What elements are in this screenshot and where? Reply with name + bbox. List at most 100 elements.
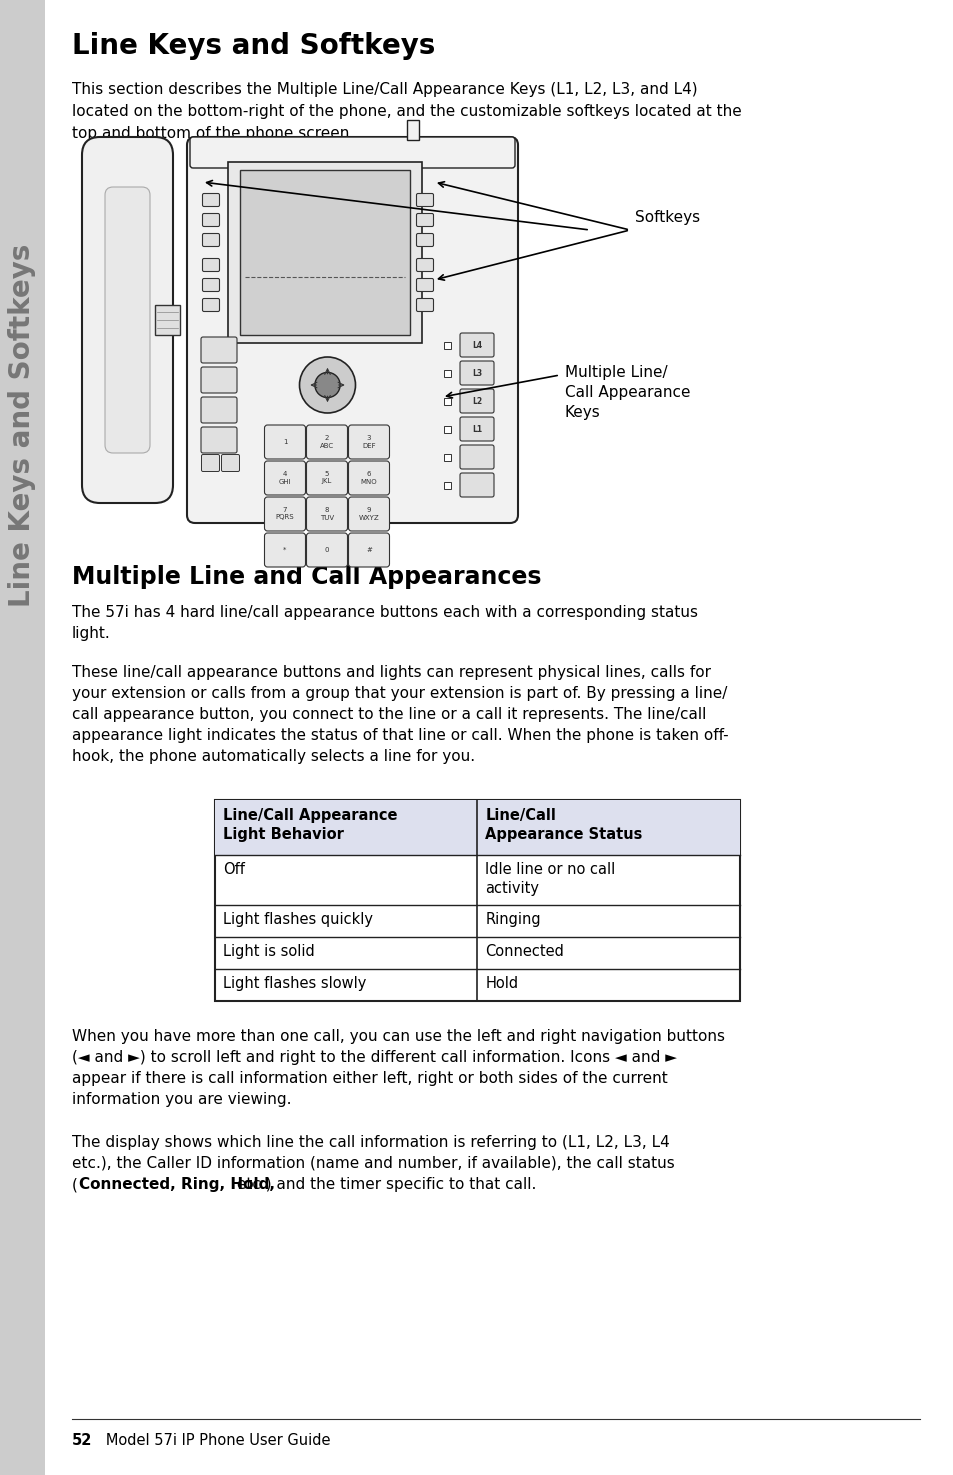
Bar bbox=[443, 482, 451, 490]
Text: (◄ and ►) to scroll left and right to the different call information. Icons ◄ an: (◄ and ►) to scroll left and right to th… bbox=[71, 1050, 677, 1065]
Text: Line/Call Appearance
Light Behavior: Line/Call Appearance Light Behavior bbox=[223, 808, 397, 842]
Circle shape bbox=[299, 357, 355, 413]
FancyBboxPatch shape bbox=[416, 279, 433, 292]
FancyBboxPatch shape bbox=[202, 214, 219, 227]
FancyBboxPatch shape bbox=[416, 233, 433, 246]
Text: Ringing: Ringing bbox=[485, 912, 540, 926]
Text: your extension or calls from a group that your extension is part of. By pressing: your extension or calls from a group tha… bbox=[71, 686, 726, 701]
FancyBboxPatch shape bbox=[187, 137, 517, 524]
Bar bbox=[443, 398, 451, 406]
Bar bbox=[443, 426, 451, 434]
Bar bbox=[228, 162, 421, 344]
Text: Line/Call
Appearance Status: Line/Call Appearance Status bbox=[485, 808, 642, 842]
Bar bbox=[154, 305, 180, 335]
Text: light.: light. bbox=[71, 625, 111, 642]
Text: Off: Off bbox=[223, 861, 245, 878]
Text: 4
GHI: 4 GHI bbox=[278, 472, 291, 484]
FancyBboxPatch shape bbox=[201, 426, 236, 453]
Text: 5
JKL: 5 JKL bbox=[321, 472, 332, 484]
FancyBboxPatch shape bbox=[306, 532, 347, 566]
FancyBboxPatch shape bbox=[264, 532, 305, 566]
Text: When you have more than one call, you can use the left and right navigation butt: When you have more than one call, you ca… bbox=[71, 1030, 724, 1044]
FancyBboxPatch shape bbox=[348, 462, 389, 496]
Text: Idle line or no call
activity: Idle line or no call activity bbox=[485, 861, 615, 895]
FancyBboxPatch shape bbox=[264, 497, 305, 531]
Text: Light flashes quickly: Light flashes quickly bbox=[223, 912, 373, 926]
FancyBboxPatch shape bbox=[202, 233, 219, 246]
FancyBboxPatch shape bbox=[348, 425, 389, 459]
Text: (: ( bbox=[71, 1177, 78, 1192]
FancyBboxPatch shape bbox=[416, 298, 433, 311]
Text: The 57i has 4 hard line/call appearance buttons each with a corresponding status: The 57i has 4 hard line/call appearance … bbox=[71, 605, 698, 620]
FancyBboxPatch shape bbox=[459, 445, 494, 469]
Text: These line/call appearance buttons and lights can represent physical lines, call: These line/call appearance buttons and l… bbox=[71, 665, 710, 680]
Bar bbox=[214, 799, 740, 1002]
Text: 3
DEF: 3 DEF bbox=[362, 435, 375, 448]
Text: Connected, Ring, Hold,: Connected, Ring, Hold, bbox=[79, 1177, 274, 1192]
FancyBboxPatch shape bbox=[416, 193, 433, 206]
FancyBboxPatch shape bbox=[459, 333, 494, 357]
Text: Light flashes slowly: Light flashes slowly bbox=[223, 976, 366, 991]
FancyBboxPatch shape bbox=[202, 298, 219, 311]
Text: L4: L4 bbox=[472, 341, 481, 350]
Text: 6
MNO: 6 MNO bbox=[360, 472, 377, 484]
Text: appear if there is call information either left, right or both sides of the curr: appear if there is call information eith… bbox=[71, 1071, 667, 1086]
Text: information you are viewing.: information you are viewing. bbox=[71, 1092, 292, 1108]
FancyBboxPatch shape bbox=[264, 462, 305, 496]
Text: hook, the phone automatically selects a line for you.: hook, the phone automatically selects a … bbox=[71, 749, 475, 764]
Text: Light is solid: Light is solid bbox=[223, 944, 314, 959]
Text: located on the bottom-right of the phone, and the customizable softkeys located : located on the bottom-right of the phone… bbox=[71, 105, 741, 119]
Text: 2
ABC: 2 ABC bbox=[319, 435, 334, 448]
FancyBboxPatch shape bbox=[306, 497, 347, 531]
Text: etc.) and the timer specific to that call.: etc.) and the timer specific to that cal… bbox=[232, 1177, 536, 1192]
FancyBboxPatch shape bbox=[201, 397, 236, 423]
Text: Multiple Line and Call Appearances: Multiple Line and Call Appearances bbox=[71, 565, 541, 589]
Text: Line Keys and Softkeys: Line Keys and Softkeys bbox=[71, 32, 435, 60]
Text: 52: 52 bbox=[71, 1434, 92, 1448]
FancyBboxPatch shape bbox=[416, 214, 433, 227]
FancyBboxPatch shape bbox=[201, 336, 236, 363]
FancyBboxPatch shape bbox=[459, 473, 494, 497]
Bar bbox=[214, 799, 740, 855]
Text: top and bottom of the phone screen.: top and bottom of the phone screen. bbox=[71, 125, 354, 142]
FancyBboxPatch shape bbox=[82, 137, 172, 503]
FancyBboxPatch shape bbox=[190, 137, 515, 168]
Bar bbox=[407, 119, 419, 140]
FancyBboxPatch shape bbox=[416, 258, 433, 271]
Text: 9
WXYZ: 9 WXYZ bbox=[358, 507, 379, 521]
FancyBboxPatch shape bbox=[202, 279, 219, 292]
Text: appearance light indicates the status of that line or call. When the phone is ta: appearance light indicates the status of… bbox=[71, 729, 728, 743]
Text: L1: L1 bbox=[472, 425, 481, 434]
Bar bbox=[443, 454, 451, 462]
Text: Model 57i IP Phone User Guide: Model 57i IP Phone User Guide bbox=[91, 1434, 330, 1448]
FancyBboxPatch shape bbox=[459, 389, 494, 413]
FancyBboxPatch shape bbox=[264, 425, 305, 459]
FancyBboxPatch shape bbox=[459, 361, 494, 385]
Text: Line Keys and Softkeys: Line Keys and Softkeys bbox=[8, 243, 36, 606]
Text: 7
PQRS: 7 PQRS bbox=[275, 507, 294, 521]
Text: 1: 1 bbox=[282, 440, 287, 445]
FancyBboxPatch shape bbox=[202, 193, 219, 206]
Bar bbox=[443, 342, 451, 350]
Bar bbox=[443, 370, 451, 378]
Text: call appearance button, you connect to the line or a call it represents. The lin: call appearance button, you connect to t… bbox=[71, 707, 705, 721]
FancyBboxPatch shape bbox=[306, 425, 347, 459]
FancyBboxPatch shape bbox=[201, 454, 219, 472]
FancyBboxPatch shape bbox=[348, 532, 389, 566]
FancyBboxPatch shape bbox=[306, 462, 347, 496]
FancyBboxPatch shape bbox=[459, 417, 494, 441]
Circle shape bbox=[314, 372, 339, 398]
Text: 8
TUV: 8 TUV bbox=[319, 507, 334, 521]
FancyBboxPatch shape bbox=[105, 187, 150, 453]
Text: L2: L2 bbox=[472, 397, 481, 406]
FancyBboxPatch shape bbox=[202, 258, 219, 271]
Text: L3: L3 bbox=[472, 369, 481, 378]
Text: Softkeys: Softkeys bbox=[635, 209, 700, 226]
Text: #: # bbox=[366, 547, 372, 553]
Bar bbox=[0, 0, 45, 1475]
FancyBboxPatch shape bbox=[348, 497, 389, 531]
Text: The display shows which line the call information is referring to (L1, L2, L3, L: The display shows which line the call in… bbox=[71, 1134, 669, 1150]
FancyBboxPatch shape bbox=[221, 454, 239, 472]
Text: *: * bbox=[283, 547, 287, 553]
FancyBboxPatch shape bbox=[201, 367, 236, 392]
